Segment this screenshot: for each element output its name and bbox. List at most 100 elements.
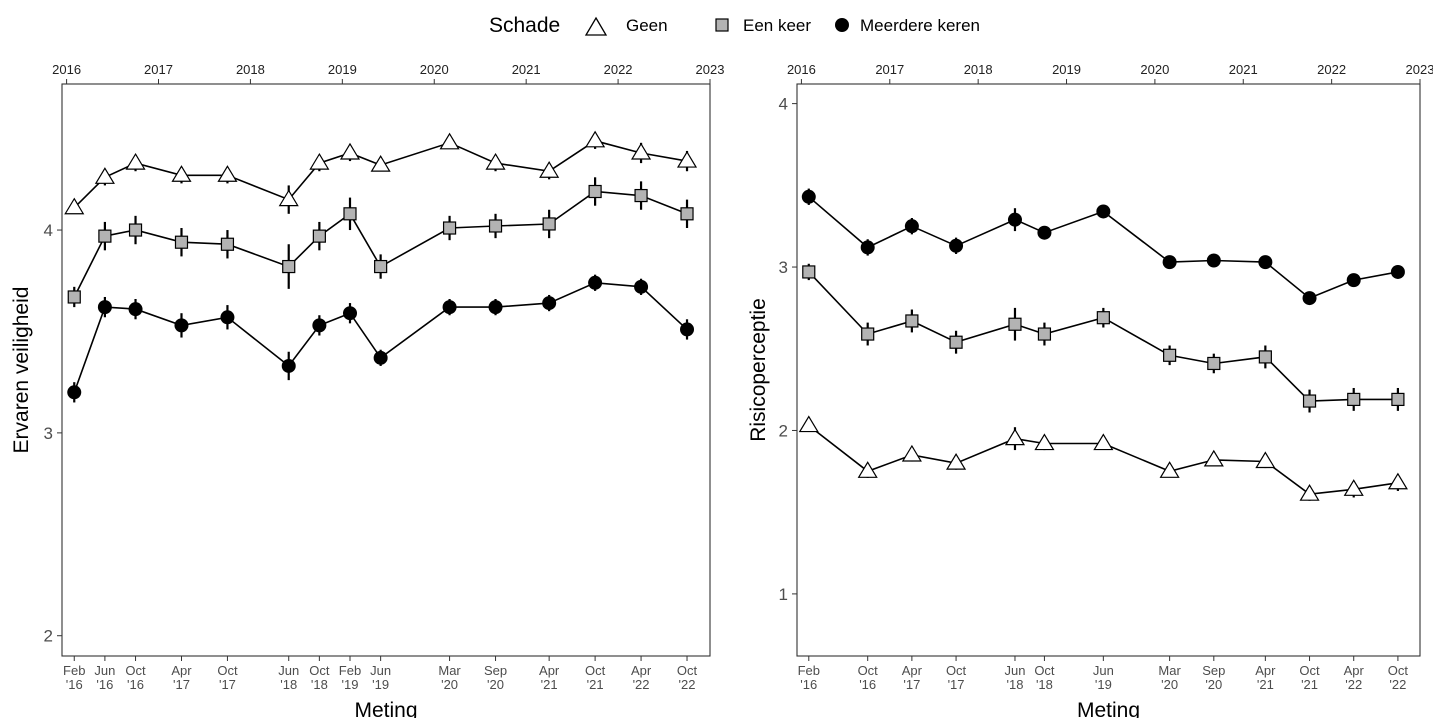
data-point-geen <box>125 152 146 170</box>
x-tick-label-year: '17 <box>173 677 190 692</box>
legend-item-een-keer: Een keer <box>743 16 811 35</box>
x-tick-label-year: '20 <box>487 677 504 692</box>
x-tick-label-month: Oct <box>1388 663 1409 678</box>
y-axis-title: Risicoperceptie <box>747 298 770 442</box>
data-point-een-keer <box>1207 356 1221 371</box>
data-point-een-keer <box>542 217 556 231</box>
data-point-een-keer <box>220 237 235 251</box>
data-point-meerdere-keren <box>373 350 388 365</box>
x-axis-title: Meting <box>354 699 417 718</box>
data-point-geen <box>339 142 361 160</box>
data-point-een-keer <box>680 207 694 221</box>
top-axis-year-label: 2017 <box>875 62 904 77</box>
data-point-meerdere-keren <box>1390 264 1405 279</box>
y-axis-title: Ervaren veiligheid <box>10 287 33 454</box>
data-point-een-keer <box>1008 317 1022 331</box>
data-point-meerdere-keren <box>1162 255 1177 270</box>
y-tick-label: 3 <box>44 424 53 443</box>
top-axis-year-label: 2016 <box>52 62 81 77</box>
x-tick-label-year: '20 <box>441 677 458 692</box>
series-geen <box>64 130 698 215</box>
x-tick-label-year: '18 <box>1006 677 1023 692</box>
x-tick-label-month: Oct <box>125 663 146 678</box>
data-point-meerdere-keren <box>949 238 964 253</box>
legend-title: Schade <box>489 14 560 37</box>
data-point-meerdere-keren <box>174 318 189 333</box>
data-point-een-keer <box>1258 350 1272 364</box>
data-point-geen <box>676 150 698 168</box>
legend-item-geen: Geen <box>626 16 668 35</box>
top-axis-year-label: 2020 <box>420 62 449 77</box>
data-point-geen <box>217 165 238 182</box>
x-tick-label-year: '17 <box>903 677 920 692</box>
data-point-geen <box>485 152 506 170</box>
x-tick-label-year: '17 <box>219 677 236 692</box>
x-tick-label-month: Jun <box>370 663 391 678</box>
data-point-meerdere-keren <box>1302 291 1317 306</box>
x-tick-label-month: Apr <box>1255 663 1276 678</box>
x-tick-label-month: Mar <box>438 663 461 678</box>
data-point-een-keer <box>949 335 963 349</box>
data-point-een-keer <box>1096 311 1110 325</box>
x-tick-label-month: Feb <box>63 663 85 678</box>
data-point-geen <box>171 165 192 182</box>
legend: Schade Geen Een keer Meerdere keren <box>489 14 980 37</box>
data-point-een-keer <box>67 290 81 304</box>
top-axis-year-label: 2019 <box>328 62 357 77</box>
x-tick-label-month: Oct <box>309 663 330 678</box>
data-point-een-keer <box>174 235 189 249</box>
y-tick-label: 4 <box>44 221 53 240</box>
top-axis-year-label: 2021 <box>1229 62 1258 77</box>
data-point-meerdere-keren <box>281 358 296 373</box>
x-tick-label-year: '22 <box>1389 677 1406 692</box>
top-axis-year-label: 2023 <box>1406 62 1433 77</box>
data-point-geen <box>857 461 878 478</box>
series-geen <box>798 415 1408 501</box>
series-een-keer <box>802 263 1405 413</box>
x-tick-label-year: '18 <box>311 677 328 692</box>
data-point-een-keer <box>442 221 457 235</box>
x-tick-label-year: '19 <box>1095 677 1112 692</box>
x-tick-label-month: Jun <box>278 663 299 678</box>
data-point-een-keer <box>1163 348 1177 362</box>
top-axis-year-label: 2018 <box>964 62 993 77</box>
data-point-geen <box>439 132 460 150</box>
x-tick-label-year: '21 <box>587 677 604 692</box>
data-point-een-keer <box>1037 327 1052 341</box>
data-point-geen <box>901 444 922 462</box>
series-een-keer <box>67 177 694 308</box>
top-axis-year-label: 2016 <box>787 62 816 77</box>
data-point-meerdere-keren <box>488 300 503 315</box>
x-axis-title: Meting <box>1077 699 1140 718</box>
x-tick-label-year: '21 <box>541 677 558 692</box>
data-point-geen <box>1387 472 1408 490</box>
x-tick-label-month: Sep <box>1202 663 1225 678</box>
data-point-geen <box>631 142 652 160</box>
y-tick-label: 4 <box>779 95 788 114</box>
data-point-geen <box>1299 484 1320 501</box>
x-tick-label-month: Oct <box>946 663 967 678</box>
data-point-geen <box>1093 433 1114 451</box>
data-point-meerdere-keren <box>1346 273 1361 288</box>
series-meerdere-keren <box>801 188 1405 306</box>
data-point-geen <box>1203 449 1224 467</box>
x-tick-label-year: '20 <box>1205 677 1222 692</box>
data-point-een-keer <box>128 223 143 237</box>
x-tick-label-month: Oct <box>1034 663 1055 678</box>
data-point-geen <box>64 197 85 215</box>
x-tick-label-year: '22 <box>1345 677 1362 692</box>
data-point-meerdere-keren <box>680 322 695 337</box>
data-point-een-keer <box>634 188 648 203</box>
top-axis-year-label: 2023 <box>696 62 725 77</box>
data-point-geen <box>1159 461 1180 478</box>
x-tick-label-year: '16 <box>127 677 144 692</box>
x-tick-label-month: Oct <box>1299 663 1320 678</box>
data-point-een-keer <box>98 229 112 243</box>
x-tick-label-month: Jun <box>1004 663 1025 678</box>
data-point-meerdere-keren <box>343 306 357 321</box>
data-point-een-keer <box>905 314 919 328</box>
x-tick-label-year: '19 <box>372 677 389 692</box>
data-point-meerdere-keren <box>312 318 327 333</box>
legend-circle-icon <box>835 18 849 32</box>
data-point-een-keer <box>312 229 326 243</box>
